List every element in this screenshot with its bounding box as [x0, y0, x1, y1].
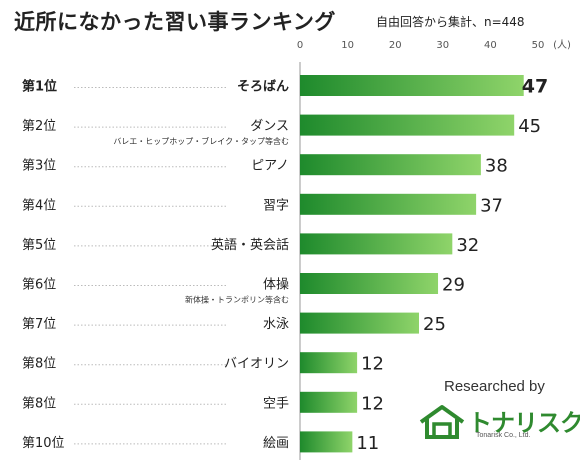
bar: [300, 154, 481, 176]
x-tick-label: 20: [389, 40, 402, 51]
data-label: 38: [485, 156, 508, 177]
rank-label: 第7位: [22, 317, 56, 332]
rank-label: 第5位: [22, 238, 56, 253]
chart-title: 近所になかった習い事ランキング: [14, 10, 336, 34]
x-tick-label: 40: [484, 40, 497, 51]
data-label: 47: [522, 76, 548, 98]
category-label: バイオリン: [224, 357, 289, 372]
rank-label: 第8位: [22, 396, 56, 411]
house-icon: [419, 405, 465, 439]
researched-by-label: Researched by: [444, 378, 545, 395]
rank-label: 第2位: [22, 119, 56, 134]
data-label: 37: [480, 195, 503, 216]
category-label: ピアノ: [251, 159, 289, 174]
bar: [300, 431, 353, 453]
x-tick-label: 0: [297, 40, 303, 51]
category-note: 新体操・トランポリン等含む: [185, 295, 289, 305]
bar: [300, 193, 477, 215]
category-label: 英語・英会話: [211, 237, 289, 253]
rank-label: 第3位: [22, 159, 56, 174]
data-label: 29: [442, 275, 465, 296]
data-label: 11: [356, 433, 379, 454]
rank-label: 第8位: [22, 357, 56, 372]
rank-label: 第10位: [22, 436, 65, 451]
brand-company: Tonarisk Co., Ltd.: [476, 432, 531, 439]
category-note: バレエ・ヒップホップ・ブレイク・タップ等含む: [113, 136, 289, 146]
axis-unit-label: (人): [553, 39, 571, 51]
rank-label: 第4位: [22, 198, 56, 213]
x-tick-label: 30: [436, 40, 449, 51]
bar: [300, 391, 358, 413]
data-label: 12: [361, 354, 384, 375]
rank-label: 第1位: [22, 79, 57, 95]
x-tick-label: 50: [532, 40, 545, 51]
category-label: 習字: [263, 198, 289, 213]
category-label: 体操: [263, 277, 289, 293]
rank-label: 第6位: [22, 278, 56, 293]
data-label: 12: [361, 393, 384, 414]
chart-subtitle: 自由回答から集計、n=448: [376, 15, 525, 29]
x-tick-label: 10: [341, 40, 354, 51]
data-label: 45: [518, 116, 541, 137]
category-label: 空手: [263, 396, 289, 411]
data-label: 32: [456, 235, 479, 256]
category-label: そろばん: [237, 80, 289, 95]
bar: [300, 114, 515, 136]
bar: [300, 273, 439, 294]
category-label: 水泳: [263, 317, 289, 332]
category-label: ダンス: [250, 119, 289, 134]
bar: [300, 75, 524, 96]
brand-logo: Researched by トナリスク Tonarisk Co., Ltd.: [418, 378, 580, 458]
brand-name: トナリスク: [468, 409, 580, 437]
bar: [300, 352, 358, 374]
bar: [300, 233, 453, 255]
data-label: 25: [423, 314, 446, 335]
bar: [300, 312, 419, 334]
category-label: 絵画: [263, 436, 289, 451]
